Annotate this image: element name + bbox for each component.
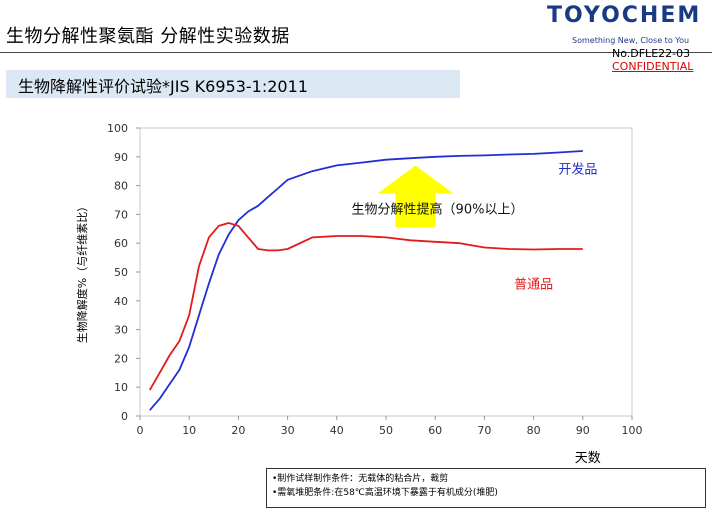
section-banner-text: 生物降解性评价试验*JIS K6953-1:2011 <box>18 77 308 96</box>
y-tick-label: 10 <box>114 381 128 394</box>
series-line-developed <box>149 150 583 411</box>
x-tick-label: 50 <box>379 424 393 437</box>
logo-tagline: Something New, Close to You <box>572 36 690 45</box>
section-banner: 生物降解性评价试验*JIS K6953-1:2011 <box>6 70 460 98</box>
confidential-label: CONFIDENTIAL <box>612 60 694 73</box>
y-tick-label: 70 <box>114 208 128 221</box>
note-line-1: •制作试样制作条件：无载体的粘合片，裁剪 <box>272 474 449 484</box>
y-tick-label: 80 <box>114 180 128 193</box>
y-tick-label: 100 <box>107 122 128 135</box>
annotation-text: 生物分解性提高（90%以上） <box>352 202 524 218</box>
note-line-2: •需氧堆肥条件:在58℃高温环境下暴露于有机成分(堆肥) <box>272 488 498 498</box>
y-tick-label: 60 <box>114 237 128 250</box>
page-title: 生物分解性聚氨酯 分解性实验数据 <box>6 26 290 47</box>
x-tick-label: 10 <box>182 424 196 437</box>
x-axis-label: 天数 <box>575 451 601 466</box>
y-tick-label: 90 <box>114 151 128 164</box>
x-tick-label: 90 <box>576 424 590 437</box>
x-tick-label: 60 <box>428 424 442 437</box>
x-tick-label: 100 <box>622 424 643 437</box>
improvement-arrow <box>377 165 454 228</box>
y-tick-label: 30 <box>114 324 128 337</box>
x-tick-label: 20 <box>231 424 245 437</box>
biodegradation-chart: 0 10 20 30 40 50 60 70 80 90 100 0 10 20 30 40 50 60 70 80 9… <box>75 122 643 466</box>
y-tick-label: 0 <box>121 410 128 423</box>
conditions-note: •制作试样制作条件：无载体的粘合片，裁剪 •需氧堆肥条件:在58℃高温环境下暴露… <box>266 468 706 508</box>
series-label-developed: 开发品 <box>558 161 597 177</box>
x-tick-label: 70 <box>477 424 491 437</box>
x-tick-label: 0 <box>137 424 144 437</box>
x-tick-label: 80 <box>527 424 541 437</box>
y-axis-label: 生物降解度%（与纤维素比） <box>75 201 89 343</box>
y-tick-label: 20 <box>114 352 128 365</box>
series-line-standard <box>149 222 583 391</box>
y-tick-label: 40 <box>114 295 128 308</box>
y-tick-label: 50 <box>114 266 128 279</box>
series-label-standard: 普通品 <box>514 278 553 293</box>
document-number: No.DFLE22-03 <box>612 47 691 60</box>
logo-text: TOYOCHEM <box>547 3 702 28</box>
x-tick-label: 30 <box>281 424 295 437</box>
x-tick-label: 40 <box>330 424 344 437</box>
brand-logo: TOYOCHEM <box>547 4 712 28</box>
title-divider <box>0 52 712 53</box>
